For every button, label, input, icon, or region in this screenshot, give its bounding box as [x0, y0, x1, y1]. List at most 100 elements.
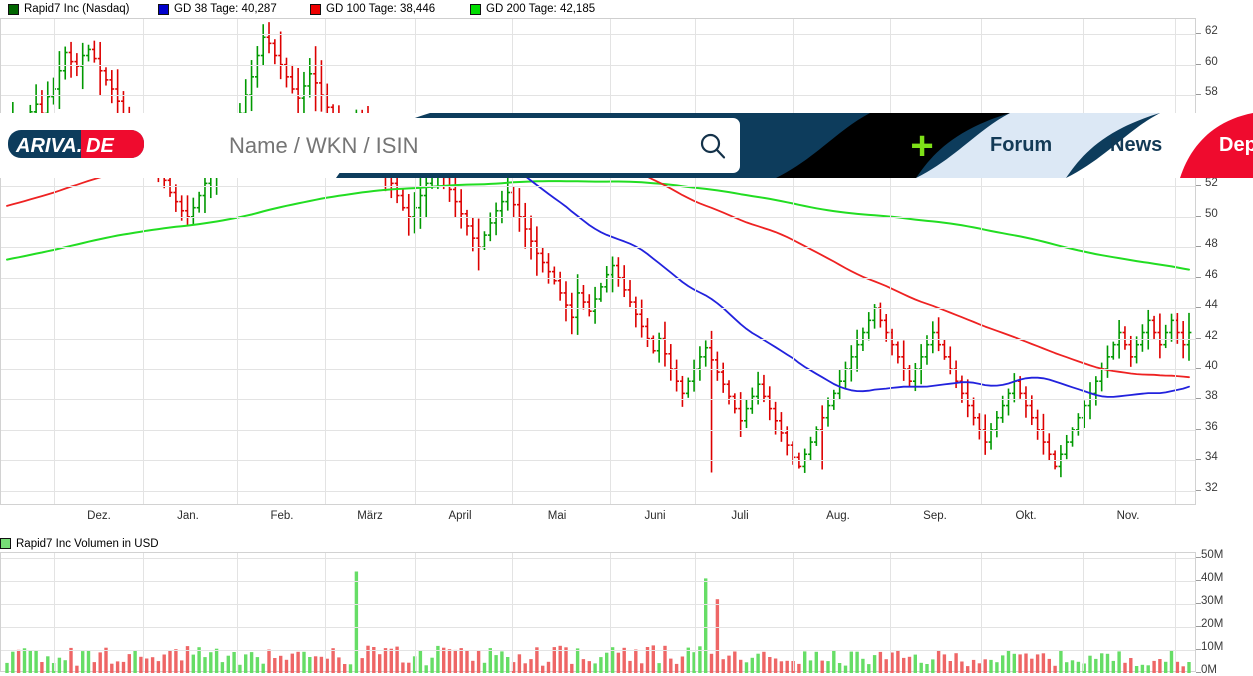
gridline-horizontal	[1, 278, 1195, 279]
svg-text:ARIVA.: ARIVA.	[15, 135, 82, 157]
volume-tick-mark	[1196, 556, 1201, 558]
volume-tick-label: 50M	[1201, 548, 1224, 561]
legend-color-swatch	[158, 3, 169, 15]
gridline-horizontal	[1, 308, 1195, 309]
volume-tick-mark	[1196, 579, 1201, 581]
price-tick-label: 34	[1205, 451, 1218, 464]
month-tick-label: Aug.	[826, 510, 850, 522]
nav-item-news[interactable]: News	[1110, 134, 1163, 156]
month-tick-label: März	[357, 510, 383, 522]
legend-label: GD 100 Tage: 38,446	[326, 3, 436, 15]
price-tick-label: 58	[1205, 86, 1218, 99]
volume-tick-mark	[1196, 625, 1201, 627]
price-tick-label: 48	[1205, 238, 1218, 251]
price-tick-mark	[1196, 276, 1201, 278]
price-tick-label: 32	[1205, 481, 1218, 494]
nav-item-forum[interactable]: Forum	[990, 134, 1053, 156]
gridline-horizontal	[1, 186, 1195, 187]
legend-color-swatch	[470, 3, 481, 15]
volume-tick-label: 0M	[1201, 664, 1217, 676]
price-tick-mark	[1196, 489, 1201, 491]
gridline-vertical	[1083, 19, 1084, 504]
price-tick-label: 38	[1205, 390, 1218, 403]
price-tick-label: 50	[1205, 207, 1218, 220]
gridline-horizontal	[1, 339, 1195, 340]
gridline-horizontal	[1, 369, 1195, 370]
price-tick-mark	[1196, 185, 1201, 187]
gridline-vertical	[610, 553, 611, 671]
gridline-horizontal	[1, 247, 1195, 248]
volume-tick-label: 20M	[1201, 617, 1224, 630]
volume-chart-panel	[0, 552, 1196, 673]
price-tick-mark	[1196, 337, 1201, 339]
price-tick-label: 44	[1205, 299, 1218, 312]
gridline-horizontal	[1, 399, 1195, 400]
volume-legend: Rapid7 Inc Volumen in USD	[0, 536, 159, 551]
month-tick-label: Jan.	[177, 510, 199, 522]
gridline-vertical	[981, 553, 982, 671]
legend-item-2: GD 100 Tage: 38,446	[310, 3, 435, 15]
month-tick-label: Dez.	[87, 510, 111, 522]
gridline-horizontal	[1, 430, 1195, 431]
volume-plot	[5, 571, 1191, 673]
price-tick-label: 36	[1205, 420, 1218, 433]
svg-text:DE: DE	[86, 135, 114, 157]
legend-label: Rapid7 Inc (Nasdaq)	[24, 3, 130, 15]
gridline-vertical	[1175, 19, 1176, 504]
gridline-vertical	[54, 553, 55, 671]
search-input[interactable]	[212, 131, 686, 160]
gridline-horizontal	[1, 460, 1195, 461]
nav-item-depot[interactable]: Dep	[1219, 134, 1253, 156]
volume-tick-mark	[1196, 648, 1201, 650]
price-tick-label: 42	[1205, 329, 1218, 342]
gridline-vertical	[54, 19, 55, 504]
month-tick-label: Okt.	[1015, 510, 1037, 522]
volume-tick-mark	[1196, 602, 1201, 604]
gridline-vertical	[1175, 553, 1176, 671]
volume-tick-mark	[1196, 672, 1201, 673]
price-plot	[4, 22, 1192, 478]
legend-item-3: GD 200 Tage: 42,185	[470, 3, 595, 15]
gridline-vertical	[325, 19, 326, 504]
gridline-vertical	[143, 19, 144, 504]
ariva-logo[interactable]: ARIVA. DE	[8, 125, 144, 163]
gridline-vertical	[890, 19, 891, 504]
gridline-vertical	[1083, 553, 1084, 671]
gridline-vertical	[325, 553, 326, 671]
price-tick-mark	[1196, 215, 1201, 217]
gridline-vertical	[793, 553, 794, 671]
price-tick-mark	[1196, 398, 1201, 400]
gridline-vertical	[695, 553, 696, 671]
gridline-vertical	[695, 19, 696, 504]
volume-color-swatch	[0, 538, 11, 549]
price-tick-mark	[1196, 246, 1201, 248]
month-tick-label: Mai	[547, 510, 567, 522]
search-icon[interactable]	[686, 131, 740, 161]
legend-color-swatch	[8, 3, 19, 15]
gridline-vertical	[415, 553, 416, 671]
ariva-header-banner: ARIVA. DE + Forum News Dep	[0, 113, 1253, 178]
chart-legend: Rapid7 Inc (Nasdaq) GD 38 Tage: 40,287 GD …	[0, 0, 1253, 18]
add-button[interactable]: +	[910, 123, 934, 168]
month-tick-label: Feb.	[270, 510, 294, 522]
price-tick-mark	[1196, 428, 1201, 430]
gridline-vertical	[237, 553, 238, 671]
legend-color-swatch	[310, 3, 321, 15]
volume-tick-label: 10M	[1201, 640, 1224, 653]
search-box[interactable]	[212, 118, 740, 173]
gridline-horizontal	[1, 217, 1195, 218]
gridline-horizontal	[1, 604, 1195, 605]
volume-legend-label: Rapid7 Inc Volumen in USD	[16, 537, 159, 550]
price-tick-mark	[1196, 94, 1201, 96]
price-tick-label: 60	[1205, 55, 1218, 68]
legend-item-1: GD 38 Tage: 40,287	[158, 3, 277, 15]
gridline-vertical	[143, 553, 144, 671]
legend-label: GD 38 Tage: 40,287	[174, 3, 277, 15]
gridline-horizontal	[1, 65, 1195, 66]
price-tick-mark	[1196, 33, 1201, 35]
price-tick-label: 52	[1205, 177, 1218, 190]
price-tick-mark	[1196, 368, 1201, 370]
legend-item-0: Rapid7 Inc (Nasdaq)	[8, 3, 129, 15]
legend-label: GD 200 Tage: 42,185	[486, 3, 596, 15]
ma-200-line	[6, 180, 1190, 271]
